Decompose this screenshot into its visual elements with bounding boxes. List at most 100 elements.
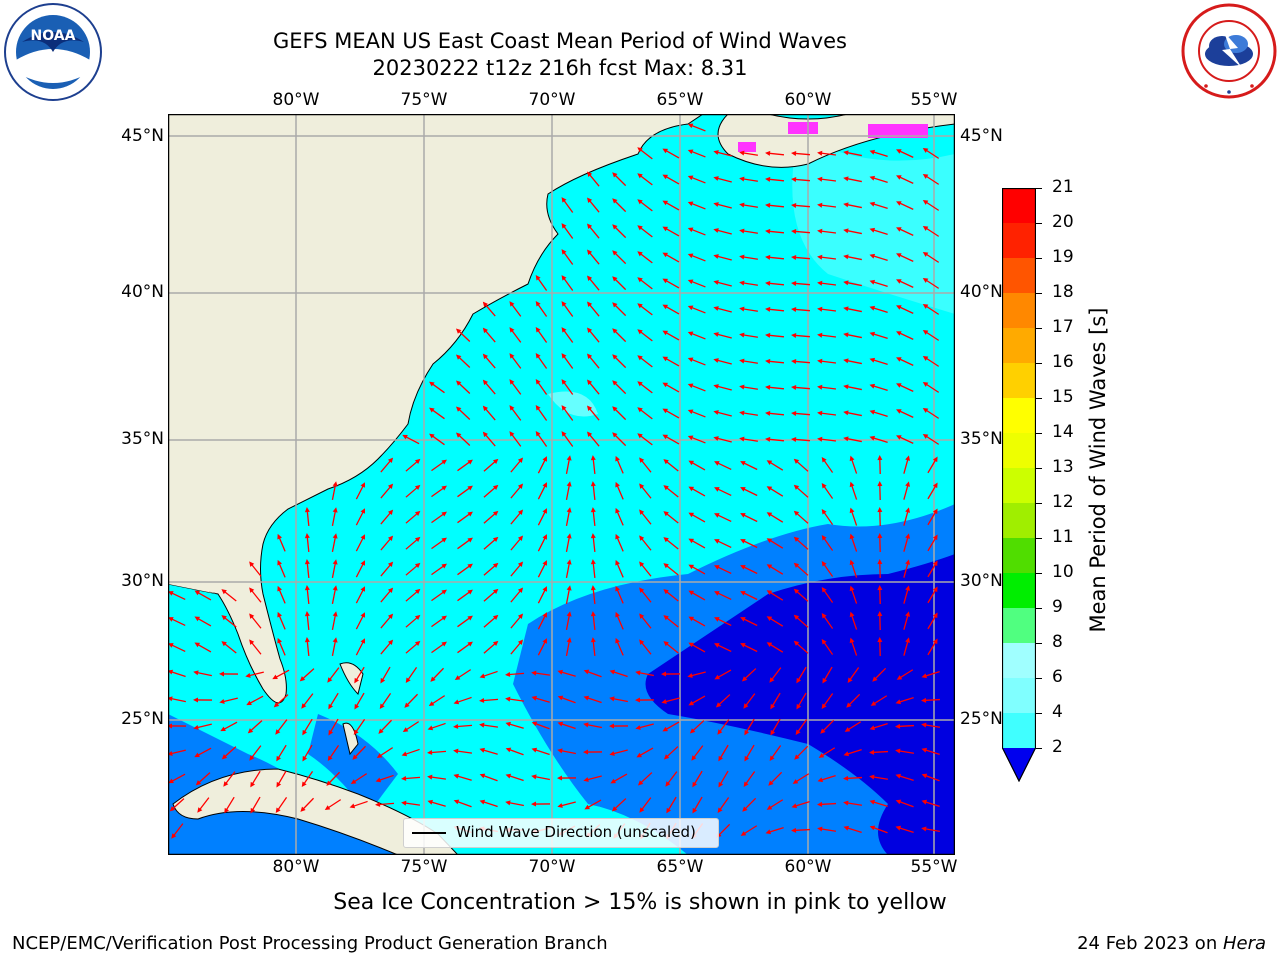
wave-arrow (819, 438, 837, 442)
wave-arrow (690, 410, 706, 418)
wave-arrow (196, 747, 212, 757)
wave-arrow-head (688, 590, 695, 596)
wave-arrow-head (637, 199, 643, 205)
wave-arrow (616, 484, 624, 500)
wave-arrow (534, 748, 550, 756)
wave-arrow (639, 278, 653, 290)
wave-arrow (616, 588, 624, 604)
wave-arrow (850, 614, 858, 630)
wave-arrow-head (687, 175, 694, 181)
wave-arrow-head (639, 561, 645, 567)
wave-arrow (613, 798, 627, 810)
wave-arrow (510, 303, 522, 317)
wave-arrow-head (639, 509, 645, 515)
wave-arrow-head (586, 223, 593, 229)
wave-arrow-head (249, 755, 255, 761)
wave-arrow-head (566, 611, 572, 617)
wave-arrow-head (387, 639, 394, 646)
wave-arrow (613, 199, 627, 213)
wave-arrow-head (896, 175, 902, 180)
wave-arrow-head (739, 228, 745, 234)
wave-arrow (406, 667, 418, 681)
wave-arrow (845, 802, 863, 806)
wave-arrow (483, 460, 497, 472)
wave-arrow (457, 486, 471, 498)
wave-arrow-head (905, 455, 910, 461)
wave-arrow (592, 535, 596, 553)
wave-arrow (793, 308, 811, 312)
wave-arrow (927, 640, 937, 656)
wave-arrow (819, 802, 837, 806)
wave-arrow (378, 774, 394, 782)
wave-arrow (741, 438, 759, 442)
wave-arrow-head (877, 611, 883, 617)
wave-arrow (507, 698, 525, 702)
wave-arrow-head (531, 721, 538, 727)
wave-arrow (667, 796, 677, 812)
map-legend: Wind Wave Direction (unscaled) (403, 818, 719, 848)
wave-arrow-head (714, 513, 720, 518)
wave-arrow (510, 589, 522, 603)
wave-arrow-head (688, 700, 694, 706)
lat-label-left: 35°N (121, 429, 164, 449)
wave-arrow-head (740, 591, 746, 596)
wave-arrow (588, 407, 600, 421)
wave-arrow-head (350, 779, 357, 785)
wave-arrow (278, 588, 286, 604)
wave-arrow (846, 437, 862, 443)
wave-arrow-head (609, 669, 616, 675)
wave-arrow (613, 407, 627, 421)
wave-arrow (429, 776, 447, 780)
wave-arrow-head (740, 487, 746, 492)
wave-arrow (741, 360, 759, 364)
wave-arrow (793, 360, 811, 364)
wave-arrow (850, 458, 858, 474)
colorbar-tick-mark (1036, 398, 1042, 399)
wave-arrow-head (169, 806, 176, 812)
wave-arrow-head (583, 722, 589, 728)
wave-arrow (924, 331, 940, 341)
wave-arrow (562, 251, 574, 265)
wave-arrow-head (590, 611, 596, 617)
wave-arrow-head (586, 327, 593, 333)
wave-arrow-head (765, 410, 771, 416)
wave-arrow-head (663, 459, 669, 465)
wave-arrow-head (542, 560, 547, 566)
wave-arrow (666, 771, 678, 785)
wave-arrow-head (739, 150, 745, 156)
wave-arrow-head (249, 613, 255, 619)
wave-arrow-head (387, 457, 394, 464)
wave-arrow (898, 176, 914, 184)
wave-arrow (303, 744, 313, 760)
wave-arrow-head (612, 406, 618, 412)
wave-arrow (534, 722, 550, 730)
wave-arrow (277, 770, 287, 786)
wave-arrow (742, 591, 758, 601)
wave-arrow (665, 642, 679, 654)
wave-arrow (665, 486, 679, 498)
wave-arrow (823, 666, 833, 682)
wave-arrow-head (360, 586, 365, 592)
wave-arrow-head (380, 677, 386, 684)
wave-arrow-head (713, 332, 719, 337)
wave-arrow-head (922, 277, 929, 283)
wave-arrow (664, 383, 680, 393)
wave-arrow-head (739, 358, 745, 364)
wave-arrow (664, 331, 680, 341)
colorbar-tick-mark (1036, 293, 1042, 294)
wave-arrow (405, 460, 419, 472)
wave-arrow (482, 800, 498, 808)
wave-arrow-head (688, 642, 695, 648)
colorbar-tick-mark (1036, 608, 1042, 609)
wave-arrow-head (869, 279, 876, 285)
wave-arrow (897, 724, 915, 728)
wave-arrow-head (414, 458, 421, 465)
colorbar-tick-mark (1036, 188, 1042, 189)
wave-arrow-head (793, 510, 800, 516)
wave-arrow (664, 201, 680, 211)
wave-arrow (797, 692, 807, 708)
wave-arrow-head (531, 670, 537, 676)
wave-arrow-head (921, 773, 928, 779)
wave-arrow-head (869, 409, 876, 415)
colorbar-extension (1002, 748, 1036, 782)
